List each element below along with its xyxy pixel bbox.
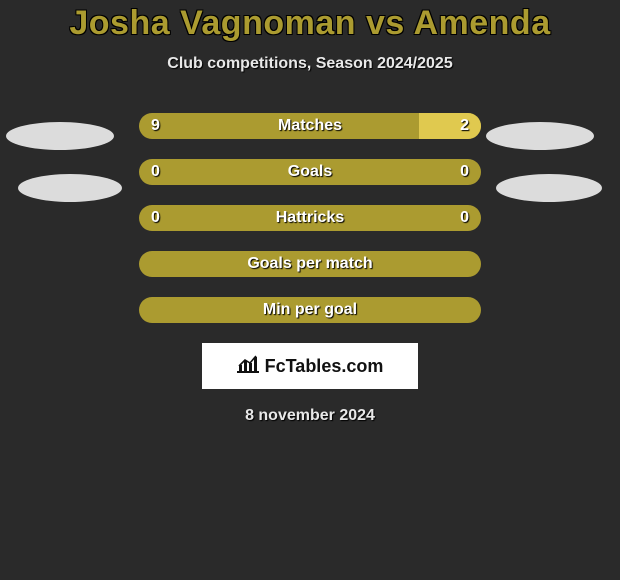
page-subtitle: Club competitions, Season 2024/2025 bbox=[0, 55, 620, 73]
decor-ellipse bbox=[486, 122, 594, 150]
stat-bar: 00Goals bbox=[139, 159, 481, 185]
stat-bar: 92Matches bbox=[139, 113, 481, 139]
decor-ellipse bbox=[6, 122, 114, 150]
logo-text: FcTables.com bbox=[265, 356, 384, 377]
stat-label: Min per goal bbox=[139, 297, 481, 323]
decor-ellipse bbox=[496, 174, 602, 202]
stat-bar: 00Hattricks bbox=[139, 205, 481, 231]
stat-bar: Min per goal bbox=[139, 297, 481, 323]
date-label: 8 november 2024 bbox=[0, 407, 620, 425]
stat-row: Goals per match bbox=[0, 251, 620, 277]
page-title: Josha Vagnoman vs Amenda bbox=[0, 4, 620, 43]
decor-ellipse bbox=[18, 174, 122, 202]
comparison-container: Josha Vagnoman vs Amenda Club competitio… bbox=[0, 0, 620, 580]
stat-label: Matches bbox=[139, 113, 481, 139]
stat-row: 00Hattricks bbox=[0, 205, 620, 231]
stat-label: Goals bbox=[139, 159, 481, 185]
stat-label: Hattricks bbox=[139, 205, 481, 231]
stat-label: Goals per match bbox=[139, 251, 481, 277]
source-logo: FcTables.com bbox=[202, 343, 418, 389]
stat-bar: Goals per match bbox=[139, 251, 481, 277]
stat-row: Min per goal bbox=[0, 297, 620, 323]
chart-icon bbox=[237, 355, 259, 378]
